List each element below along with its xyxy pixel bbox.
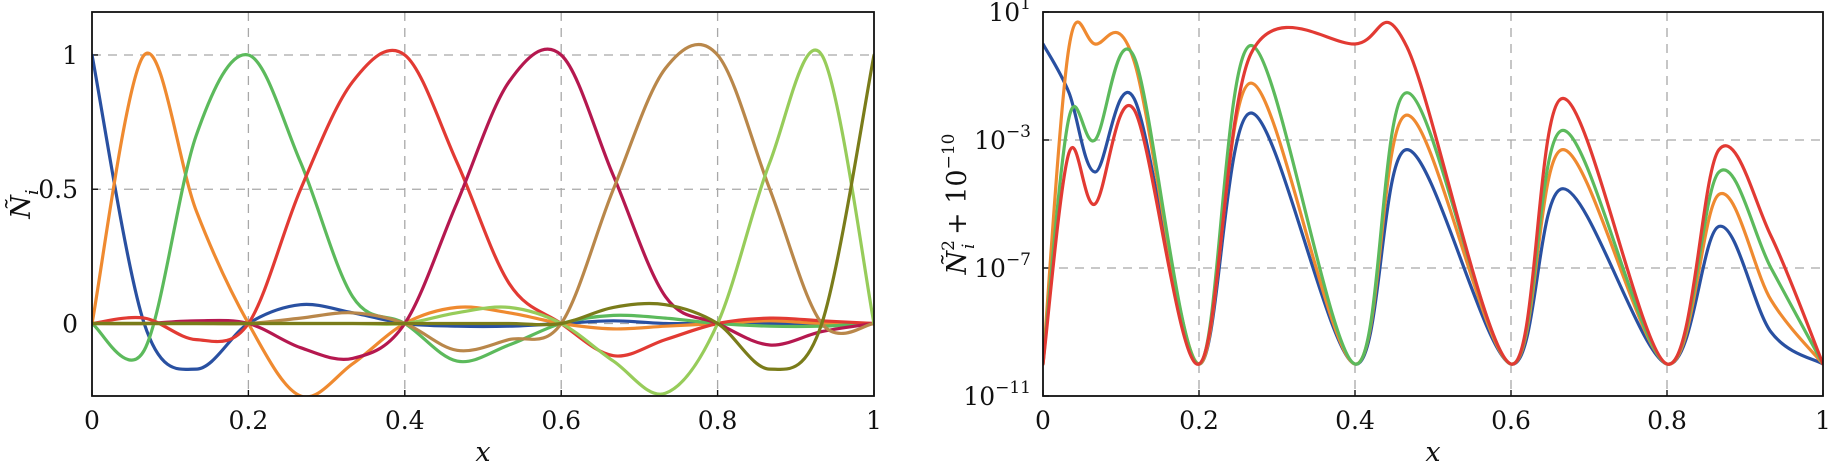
- x-tick-label: 0: [1035, 406, 1051, 435]
- y-tick-label: 10−3: [974, 122, 1031, 155]
- x-tick-label: 0: [84, 406, 100, 435]
- plot-frame: [1042, 11, 1824, 397]
- series-line-3: [92, 48, 874, 358]
- y-tick-label: 0: [62, 309, 78, 338]
- x-tick-label: 0.4: [385, 406, 425, 435]
- series-line-0: [1043, 42, 1823, 366]
- series-line-2: [92, 53, 874, 364]
- plot-frame: [91, 11, 875, 397]
- x-tick-label: 0.2: [1179, 406, 1219, 435]
- x-tick-label: 0.4: [1335, 406, 1375, 435]
- x-axis-label: x: [1425, 437, 1440, 467]
- x-axis-label: x: [475, 437, 490, 467]
- left-panel-linear-basis-functions: 0 0.2 0.4 0.6 0.8 1 0 0.5 1 x Ñi: [3, 11, 882, 467]
- series-group: [92, 42, 874, 396]
- x-tick-label: 0.2: [229, 406, 269, 435]
- x-tick-label: 0.8: [1647, 406, 1687, 435]
- y-tick-label: 10−7: [974, 250, 1031, 283]
- series-line-3: [1043, 20, 1823, 366]
- x-tick-label: 1: [1815, 406, 1829, 435]
- x-tick-label: 1: [866, 406, 882, 435]
- y-tick-label: 10−11: [963, 378, 1031, 411]
- svg-text:Ñi: Ñi: [3, 189, 43, 219]
- series-line-7: [92, 53, 874, 371]
- y-axis-label: Ñ2i + 10−10: [939, 134, 979, 276]
- y-tick-label: 0.5: [38, 175, 78, 204]
- y-axis-label: Ñi: [3, 189, 43, 219]
- x-tick-label: 0.6: [1491, 406, 1531, 435]
- y-tick-label: 1: [62, 41, 78, 70]
- series-group: [1043, 20, 1823, 366]
- right-panel-log-squared-basis-functions: 0 0.2 0.4 0.6 0.8 1 101 10−3 10−7 10−11 x Ñ2i + 10−…: [939, 0, 1829, 467]
- x-tick-label: 0.8: [698, 406, 738, 435]
- y-tick-label: 101: [988, 0, 1031, 27]
- x-tick-label: 0.6: [541, 406, 581, 435]
- svg-text:Ñ2i + 10−10: Ñ2i + 10−10: [939, 134, 979, 276]
